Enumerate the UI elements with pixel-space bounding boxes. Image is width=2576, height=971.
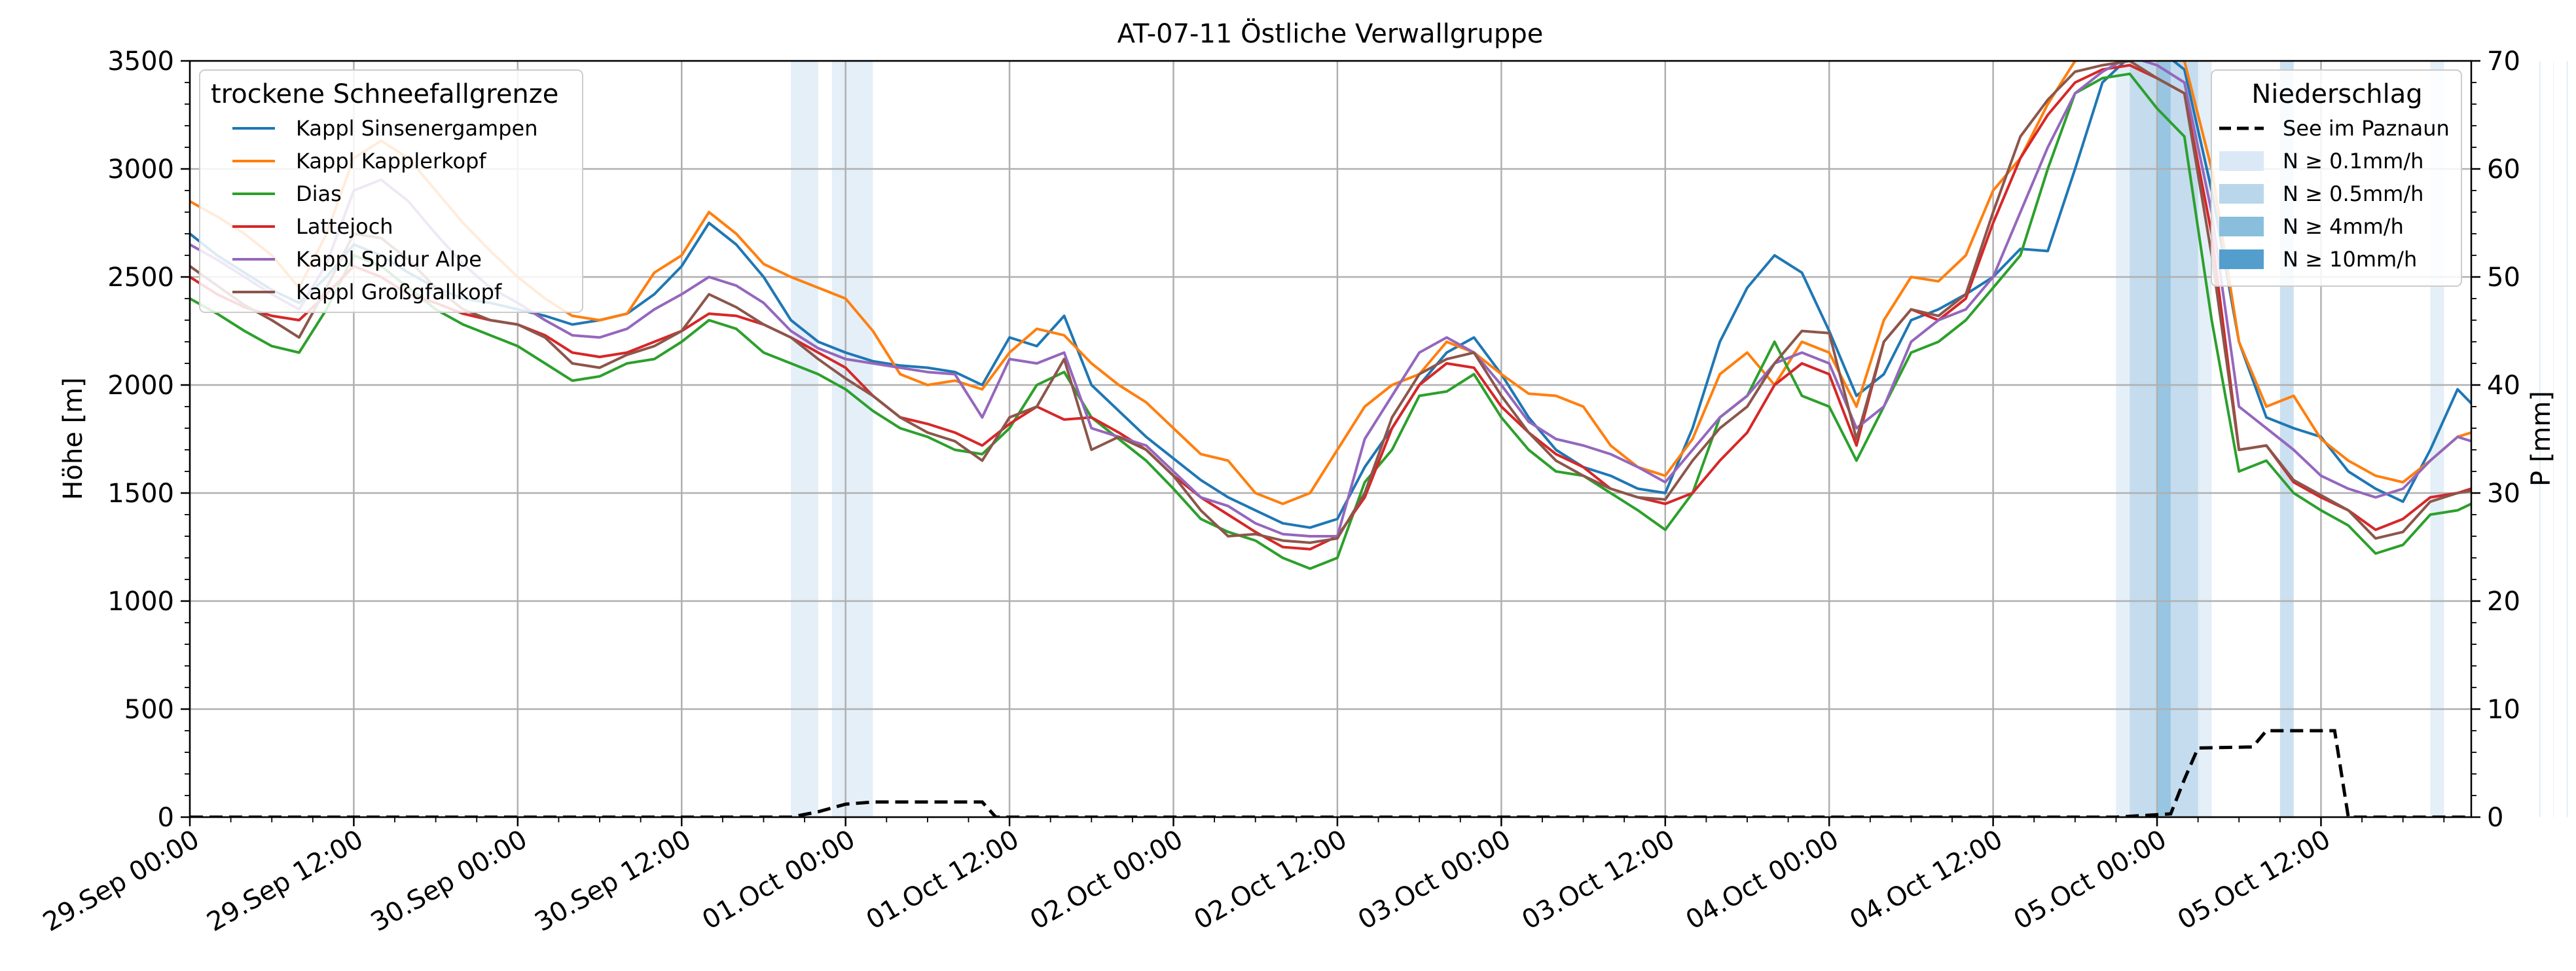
- legend-precip-entries: See im Paznaun N ≥ 0.1mm/h N ≥ 0.5mm/h N ≥ …: [2219, 116, 2450, 272]
- y-tick-label-0: 0: [158, 803, 174, 833]
- legend-precip: Niederschlag See im Paznaun N ≥ 0.1mm/h N …: [2211, 69, 2462, 287]
- y2-tick-label-7: 70: [2487, 46, 2520, 77]
- legend-snowline-label-4: Kappl Spidur Alpe: [296, 247, 482, 272]
- snowline-series: [190, 61, 2471, 570]
- legend-precip-label-0: See im Paznaun: [2283, 116, 2450, 141]
- y-tick-label-7: 3500: [107, 46, 174, 77]
- y2-tick-label-4: 40: [2487, 371, 2520, 401]
- precip-band-0: [791, 61, 818, 817]
- y2-axis-title: P [mm]: [2526, 391, 2556, 486]
- series-line-4: [190, 61, 2471, 538]
- y2-tick-label-2: 20: [2487, 587, 2520, 617]
- precip-band-7: [2539, 61, 2541, 817]
- legend-snowline-label-0: Kappl Sinsenergampen: [296, 116, 538, 141]
- legend-snowline-entries: Kappl Sinsenergampen Kappl Kapplerkopf Dia…: [232, 116, 538, 304]
- plot-frame: [189, 60, 2473, 818]
- legend-precip-label-3: N ≥ 4mm/h: [2283, 214, 2404, 239]
- y2-tick-label-3: 30: [2487, 479, 2520, 509]
- series-line-2: [190, 72, 2471, 570]
- y2-tick-label-0: 0: [2487, 803, 2503, 833]
- y-tick-label-2: 1000: [107, 587, 174, 617]
- legend-precip-swatch-1: [2219, 151, 2264, 171]
- precip-band-1: [831, 61, 873, 817]
- precip-line: [190, 729, 2471, 817]
- series-line-5: [190, 61, 2471, 544]
- precip-band-4: [2157, 61, 2171, 817]
- legend-snowline: trockene Schneefallgrenze Kappl Sinsener…: [199, 69, 583, 313]
- y-tick-label-6: 3000: [107, 155, 174, 185]
- legend-precip-label-1: N ≥ 0.1mm/h: [2283, 149, 2423, 174]
- legend-precip-swatch-2: [2219, 184, 2264, 204]
- y2-tick-label-1: 10: [2487, 695, 2520, 725]
- y2-tick-label-6: 60: [2487, 155, 2520, 185]
- y-axis-right: 0 10 20 30 40 50 60 70: [2471, 46, 2520, 833]
- y-tick-label-3: 1500: [107, 479, 174, 509]
- legend-precip-label-2: N ≥ 0.5mm/h: [2283, 181, 2423, 206]
- legend-precip-box: [2211, 69, 2462, 287]
- legend-snowline-label-1: Kappl Kapplerkopf: [296, 149, 486, 174]
- y-axis-title: Höhe [m]: [58, 377, 88, 500]
- y2-tick-label-5: 50: [2487, 263, 2520, 293]
- y-tick-label-5: 2500: [107, 263, 174, 293]
- chart-title: AT-07-11 Östliche Verwallgruppe: [1117, 18, 1544, 49]
- legend-precip-title: Niederschlag: [2251, 79, 2422, 109]
- precip-band-8: [2553, 61, 2554, 817]
- y-axis-left: 0 500 1000 1500 2000 2500 3000 3500: [107, 46, 190, 833]
- legend-snowline-label-3: Lattejoch: [296, 214, 393, 239]
- y-tick-label-4: 2000: [107, 371, 174, 401]
- legend-precip-swatch-3: [2219, 217, 2264, 236]
- legend-snowline-label-5: Kappl Großgfallkopf: [296, 280, 502, 304]
- legend-precip-label-4: N ≥ 10mm/h: [2283, 247, 2417, 272]
- y-tick-label-1: 500: [124, 695, 174, 725]
- precip-series: [190, 729, 2471, 817]
- legend-snowline-title: trockene Schneefallgrenze: [211, 79, 558, 109]
- legend-snowline-label-2: Dias: [296, 181, 342, 206]
- legend-snowline-box: [199, 69, 583, 313]
- legend-precip-swatch-4: [2219, 249, 2264, 269]
